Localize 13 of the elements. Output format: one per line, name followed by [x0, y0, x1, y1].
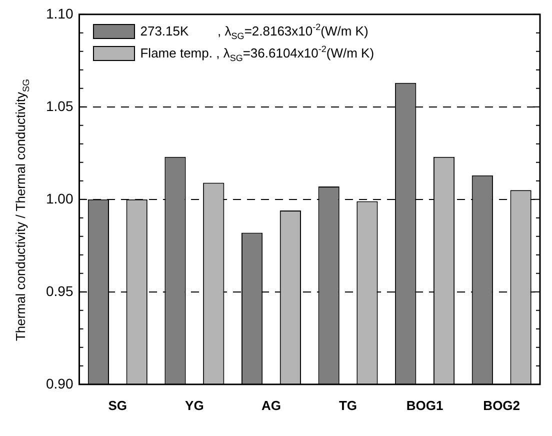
y-tick-label: 1.05	[46, 98, 74, 114]
x-tick-label: BOG2	[483, 398, 520, 413]
legend-label: 273.15K , λ$_{SG}$=2.8163x10$^{-2}$(W/m K)	[140, 22, 368, 41]
y-tick-label: 0.95	[46, 282, 74, 299]
x-tick-label: TG	[338, 398, 358, 413]
x-tick-label: AG	[261, 398, 281, 413]
x-tick-label: BOG1	[406, 398, 444, 413]
y-tick-label: 0.90	[46, 375, 74, 392]
y-tick-label: 1.00	[46, 190, 74, 206]
x-tick-label: YG	[185, 398, 204, 413]
x-tick-label: SG	[108, 398, 128, 413]
y-tick-label: 1.10	[46, 5, 74, 22]
legend-label: Flame temp. , λ$_{SG}$=36.6104x10$^{-2}$(W/m K)	[140, 44, 374, 63]
